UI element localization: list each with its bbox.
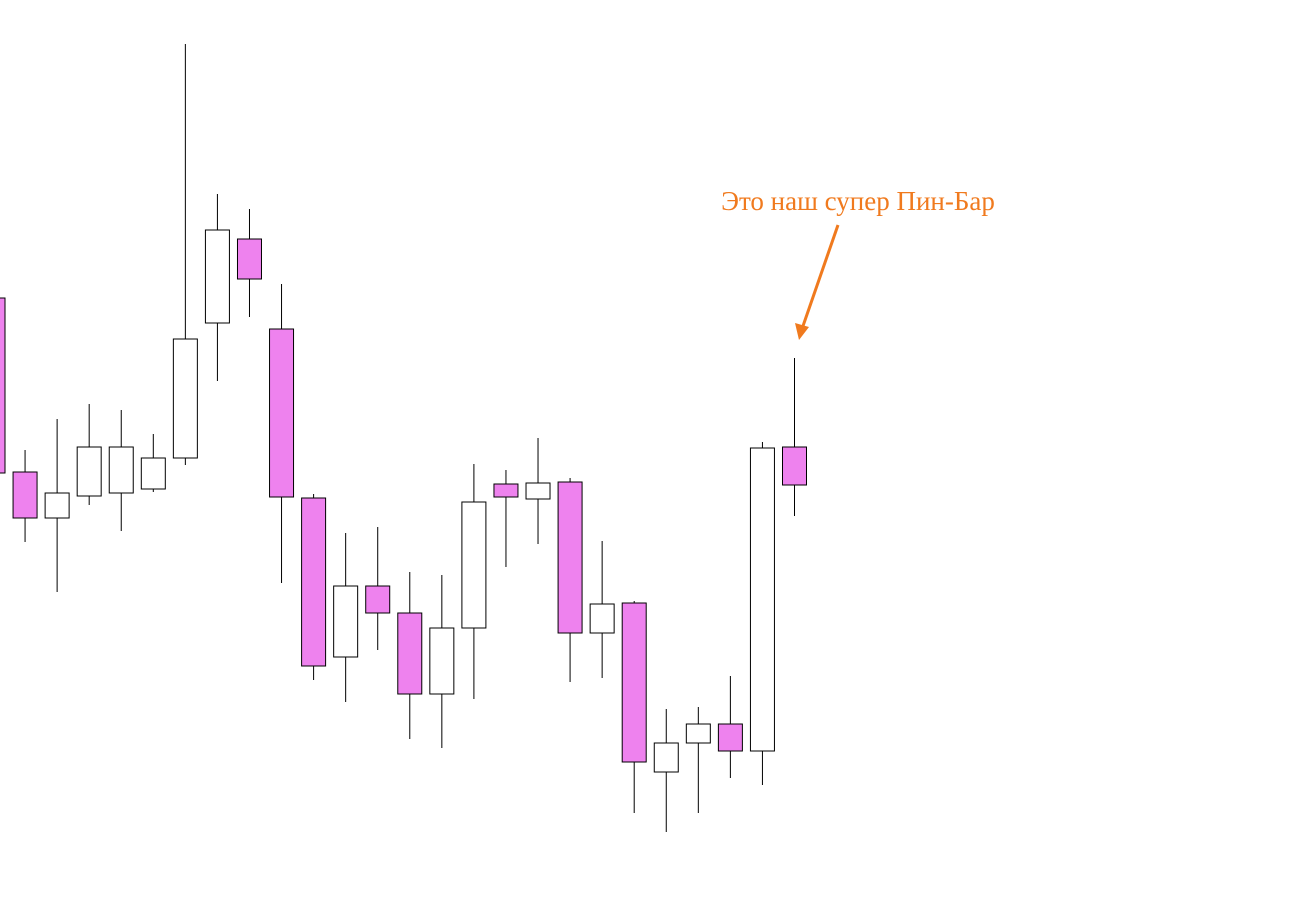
candle: [76, 404, 102, 505]
candle-body-bearish: [397, 612, 423, 695]
candle: [269, 284, 295, 583]
candle-body-bearish: [236, 238, 262, 280]
candle-body-bearish: [269, 328, 295, 498]
candle-body-bearish: [365, 585, 391, 614]
candle-body-bullish: [44, 492, 70, 519]
candle: [621, 601, 647, 813]
candle-body-bullish: [108, 446, 134, 494]
candle-body-bearish: [557, 481, 583, 634]
candle: [782, 358, 807, 516]
candle-body-bullish: [333, 585, 359, 658]
candle: [685, 707, 711, 813]
candle: [12, 450, 38, 542]
candle: [461, 464, 487, 699]
candle: [653, 709, 679, 832]
candle-body-bullish: [589, 603, 615, 634]
annotation-layer: Это наш супер Пин-Бар: [721, 186, 995, 340]
candles-layer: [0, 44, 807, 832]
candle: [333, 533, 359, 702]
candle: [236, 209, 262, 317]
candle-body-bullish: [172, 338, 198, 459]
candle-body-bearish: [12, 471, 38, 519]
candle: [108, 410, 134, 531]
candle: [301, 494, 327, 680]
candle: [557, 478, 583, 682]
candle-body-bearish: [301, 497, 327, 667]
candle: [397, 572, 423, 739]
candle: [44, 419, 70, 592]
candle: [493, 470, 519, 567]
candle-body-bullish: [461, 501, 487, 629]
candle: [589, 541, 615, 678]
candle-body-bullish: [653, 742, 679, 773]
candle: [525, 438, 551, 544]
candle: [140, 434, 166, 492]
candle: [749, 442, 775, 785]
candle: [429, 575, 455, 748]
candle: [204, 194, 230, 381]
candle-body-bullish: [429, 627, 455, 695]
candle: [365, 527, 391, 650]
candle-body-bullish: [525, 482, 551, 500]
candle: [0, 297, 6, 474]
candle-body-bearish: [493, 483, 519, 498]
candle-body-bullish: [685, 723, 711, 744]
candle-body-bullish: [76, 446, 102, 497]
candle-body-bearish: [782, 446, 807, 486]
annotation-text: Это наш супер Пин-Бар: [721, 186, 995, 216]
candle: [717, 676, 743, 778]
candle-body-bearish: [0, 297, 6, 474]
candle-body-bullish: [749, 447, 775, 752]
candle-body-bullish: [204, 229, 230, 324]
annotation-arrow-head: [795, 323, 809, 340]
candle-body-bullish: [140, 457, 166, 490]
candle-body-bearish: [621, 602, 647, 763]
annotation-arrow-shaft: [801, 224, 840, 327]
candle-body-bearish: [717, 723, 743, 752]
candle: [172, 44, 198, 465]
